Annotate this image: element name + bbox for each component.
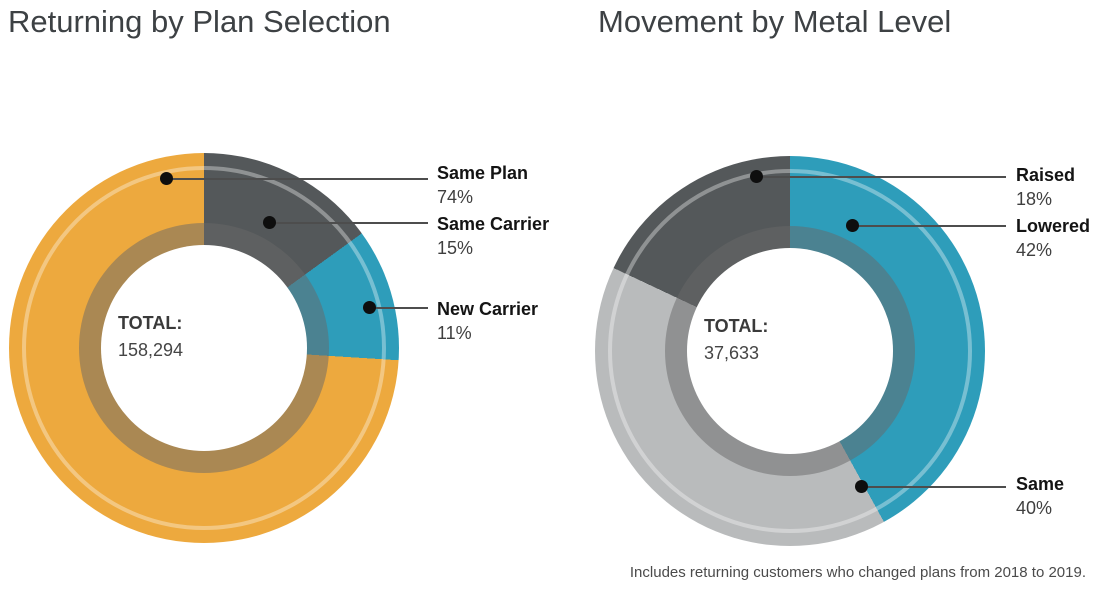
leader-line-same: [862, 486, 1006, 488]
segment-percent: 42%: [1016, 240, 1053, 260]
callout-same-plan: Same Plan 74%: [437, 162, 528, 208]
callout-same-carrier: Same Carrier 15%: [437, 213, 549, 259]
callout-new-carrier: New Carrier 11%: [437, 298, 538, 344]
segment-percent: 11%: [437, 323, 472, 343]
donut-total-block: TOTAL: 158,294: [118, 310, 183, 364]
callout-lowered: Lowered 42%: [1016, 215, 1090, 261]
donut-highlight-ring: [22, 166, 386, 530]
total-label: TOTAL:: [118, 313, 183, 333]
chart-title-plan-selection: Returning by Plan Selection: [8, 4, 391, 39]
segment-label: Lowered: [1016, 216, 1091, 236]
donut-total-block: TOTAL: 37,633: [704, 313, 768, 367]
callout-same: Same 40%: [1016, 473, 1064, 519]
segment-label: Raised: [1016, 165, 1076, 185]
leader-line-lowered: [853, 225, 1006, 227]
footnote: Includes returning customers who changed…: [629, 564, 1086, 581]
donut-plan-selection: TOTAL: 158,294: [9, 153, 399, 543]
donut-hole: [687, 248, 893, 454]
marker-dot-raised: [750, 170, 763, 183]
marker-dot-same-plan: [160, 172, 173, 185]
segment-label: Same Carrier: [437, 214, 550, 234]
leader-line-new-carrier: [370, 307, 428, 309]
leader-line-same-carrier: [270, 222, 428, 224]
total-value: 37,633: [704, 343, 760, 363]
segment-label: New Carrier: [437, 299, 539, 319]
callout-raised: Raised 18%: [1016, 164, 1075, 210]
leader-line-same-plan: [167, 178, 428, 180]
marker-dot-lowered: [846, 219, 859, 232]
donut-metal-level: TOTAL: 37,633: [595, 156, 985, 546]
segment-percent: 74%: [437, 187, 474, 207]
total-value: 158,294: [118, 340, 184, 360]
marker-dot-same: [855, 480, 868, 493]
marker-dot-same-carrier: [263, 216, 276, 229]
total-label: TOTAL:: [704, 316, 769, 336]
marker-dot-new-carrier: [363, 301, 376, 314]
donut-hole: [101, 245, 307, 451]
segment-percent: 18%: [1016, 189, 1053, 209]
chart-title-metal-level: Movement by Metal Level: [598, 4, 952, 39]
segment-percent: 15%: [437, 238, 474, 258]
donut-highlight-ring: [608, 169, 972, 533]
segment-label: Same: [1016, 474, 1065, 494]
leader-line-raised: [757, 176, 1006, 178]
segment-label: Same Plan: [437, 163, 529, 183]
segment-percent: 40%: [1016, 498, 1053, 518]
